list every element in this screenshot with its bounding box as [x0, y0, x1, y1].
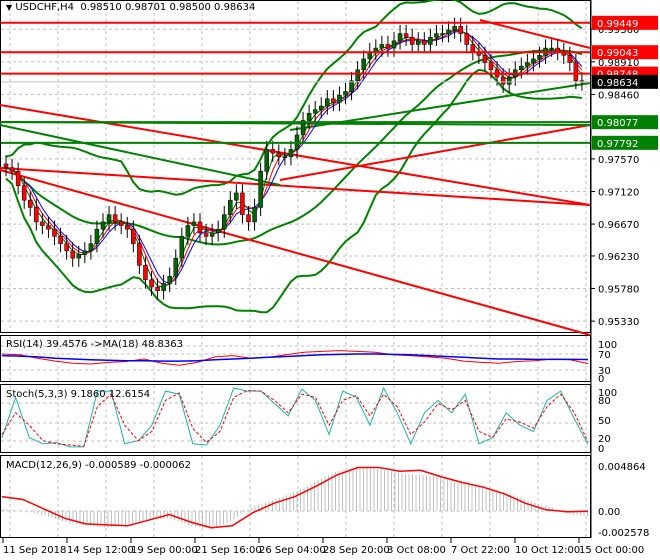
svg-text:19 Sep 00:00: 19 Sep 00:00 [131, 545, 198, 556]
low-value: 0.98500 [169, 2, 211, 13]
svg-text:26 Sep 04:00: 26 Sep 04:00 [259, 545, 326, 556]
svg-text:0.96670: 0.96670 [598, 220, 639, 231]
price-tag: 0.98634 [592, 74, 658, 89]
price-tag: 0.99449 [592, 15, 658, 30]
open-value: 0.98510 [80, 2, 122, 13]
svg-text:0.97120: 0.97120 [598, 187, 639, 198]
svg-text:3 Oct 08:00: 3 Oct 08:00 [387, 545, 446, 556]
svg-text:70: 70 [598, 350, 611, 361]
stoch-chart [1, 386, 589, 448]
svg-text:0.95330: 0.95330 [598, 317, 639, 328]
svg-text:0.98077: 0.98077 [597, 118, 638, 129]
svg-text:7 Oct 22:00: 7 Oct 22:00 [451, 545, 510, 556]
svg-text:50: 50 [598, 416, 611, 427]
svg-text:80: 80 [598, 396, 611, 407]
svg-text:0.96230: 0.96230 [598, 252, 639, 263]
macd-label: MACD(12,26,9) -0.000589 -0.000062 [6, 460, 191, 471]
svg-text:14 Sep 12:00: 14 Sep 12:00 [67, 545, 134, 556]
svg-text:100: 100 [598, 388, 617, 399]
macd-chart [1, 466, 589, 530]
svg-text:0.97570: 0.97570 [598, 155, 639, 166]
rsi-chart [1, 350, 589, 366]
svg-text:15 Oct 00:00: 15 Oct 00:00 [579, 545, 644, 556]
main-pane-frame [0, 0, 591, 333]
svg-text:0.00: 0.00 [598, 507, 620, 518]
chart-title: ▼ USDCHF,H4 0.98510 0.98701 0.98500 0.98… [6, 2, 255, 13]
symbol-label: USDCHF,H4 [15, 2, 75, 13]
svg-text:0.98634: 0.98634 [597, 78, 638, 89]
main-price-chart [0, 0, 591, 336]
triangle-down-icon[interactable]: ▼ [6, 3, 13, 12]
price-tag: 0.97792 [592, 135, 658, 150]
svg-text:0: 0 [598, 374, 604, 385]
high-value: 0.98701 [124, 2, 167, 13]
svg-text:0.99449: 0.99449 [597, 19, 638, 30]
svg-text:28 Sep 20:00: 28 Sep 20:00 [323, 545, 390, 556]
svg-text:0.97792: 0.97792 [597, 139, 638, 150]
svg-text:100: 100 [598, 340, 617, 351]
svg-text:0.95780: 0.95780 [598, 285, 639, 296]
svg-text:0.99360: 0.99360 [598, 25, 639, 36]
svg-text:30: 30 [598, 366, 611, 377]
svg-text:0.99043: 0.99043 [597, 48, 638, 59]
price-tag: 0.99043 [592, 45, 658, 60]
close-value: 0.98634 [214, 2, 256, 13]
price-tag: 0.98077 [592, 115, 658, 130]
rsi-label: RSI(14) 39.4576 ->MA(18) 48.8363 [6, 339, 183, 350]
svg-text:-0.002578: -0.002578 [598, 528, 649, 539]
stoch-label: Stoch(5,3,3) 9.1860 12.6154 [6, 389, 151, 400]
svg-text:11 Sep 2018: 11 Sep 2018 [3, 545, 66, 556]
svg-text:21 Sep 16:00: 21 Sep 16:00 [195, 545, 262, 556]
bollinger-lower [5, 68, 583, 314]
svg-text:0: 0 [598, 444, 604, 455]
svg-text:20: 20 [598, 434, 611, 445]
svg-text:0.004864: 0.004864 [598, 462, 646, 473]
price-axis: 0.99360 0.98910 0.98460 0.97570 0.97120 0.966… [590, 0, 658, 539]
svg-text:0.98460: 0.98460 [598, 90, 639, 101]
svg-text:0.98910: 0.98910 [598, 58, 639, 69]
svg-text:10 Oct 12:00: 10 Oct 12:00 [515, 545, 580, 556]
bollinger-upper [5, 0, 583, 196]
